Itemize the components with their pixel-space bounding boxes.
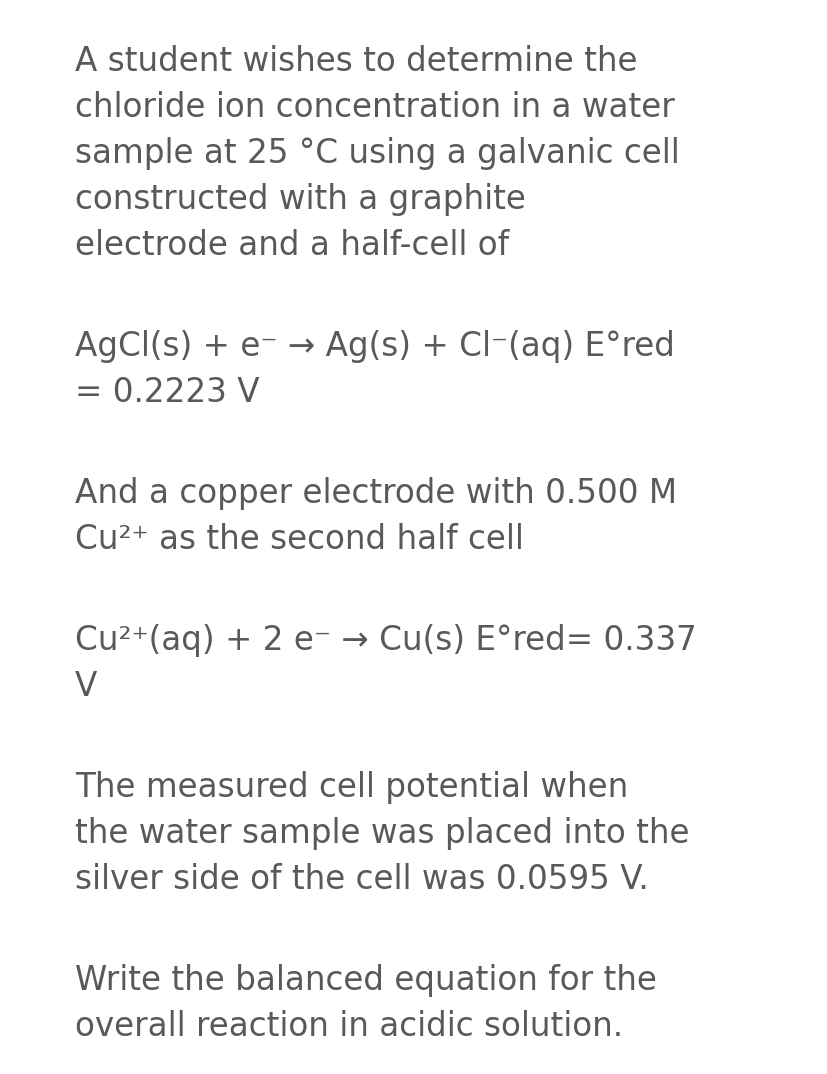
Text: electrode and a half-cell of: electrode and a half-cell of — [75, 229, 509, 262]
Text: silver side of the cell was 0.0595 V.: silver side of the cell was 0.0595 V. — [75, 863, 648, 896]
Text: = 0.2223 V: = 0.2223 V — [75, 376, 260, 409]
Text: constructed with a graphite: constructed with a graphite — [75, 183, 525, 216]
Text: Cu²⁺ as the second half cell: Cu²⁺ as the second half cell — [75, 523, 523, 556]
Text: the water sample was placed into the: the water sample was placed into the — [75, 817, 689, 850]
Text: sample at 25 °C using a galvanic cell: sample at 25 °C using a galvanic cell — [75, 137, 679, 170]
Text: overall reaction in acidic solution.: overall reaction in acidic solution. — [75, 1010, 623, 1043]
Text: The measured cell potential when: The measured cell potential when — [75, 771, 628, 804]
Text: AgCl(s) + e⁻ → Ag(s) + Cl⁻(aq) E°red: AgCl(s) + e⁻ → Ag(s) + Cl⁻(aq) E°red — [75, 330, 674, 363]
Text: Cu²⁺(aq) + 2 e⁻ → Cu(s) E°red= 0.337: Cu²⁺(aq) + 2 e⁻ → Cu(s) E°red= 0.337 — [75, 624, 696, 657]
Text: Write the balanced equation for the: Write the balanced equation for the — [75, 964, 656, 997]
Text: A student wishes to determine the: A student wishes to determine the — [75, 45, 637, 78]
Text: And a copper electrode with 0.500 M: And a copper electrode with 0.500 M — [75, 477, 676, 510]
Text: V: V — [75, 670, 98, 703]
Text: chloride ion concentration in a water: chloride ion concentration in a water — [75, 91, 674, 124]
